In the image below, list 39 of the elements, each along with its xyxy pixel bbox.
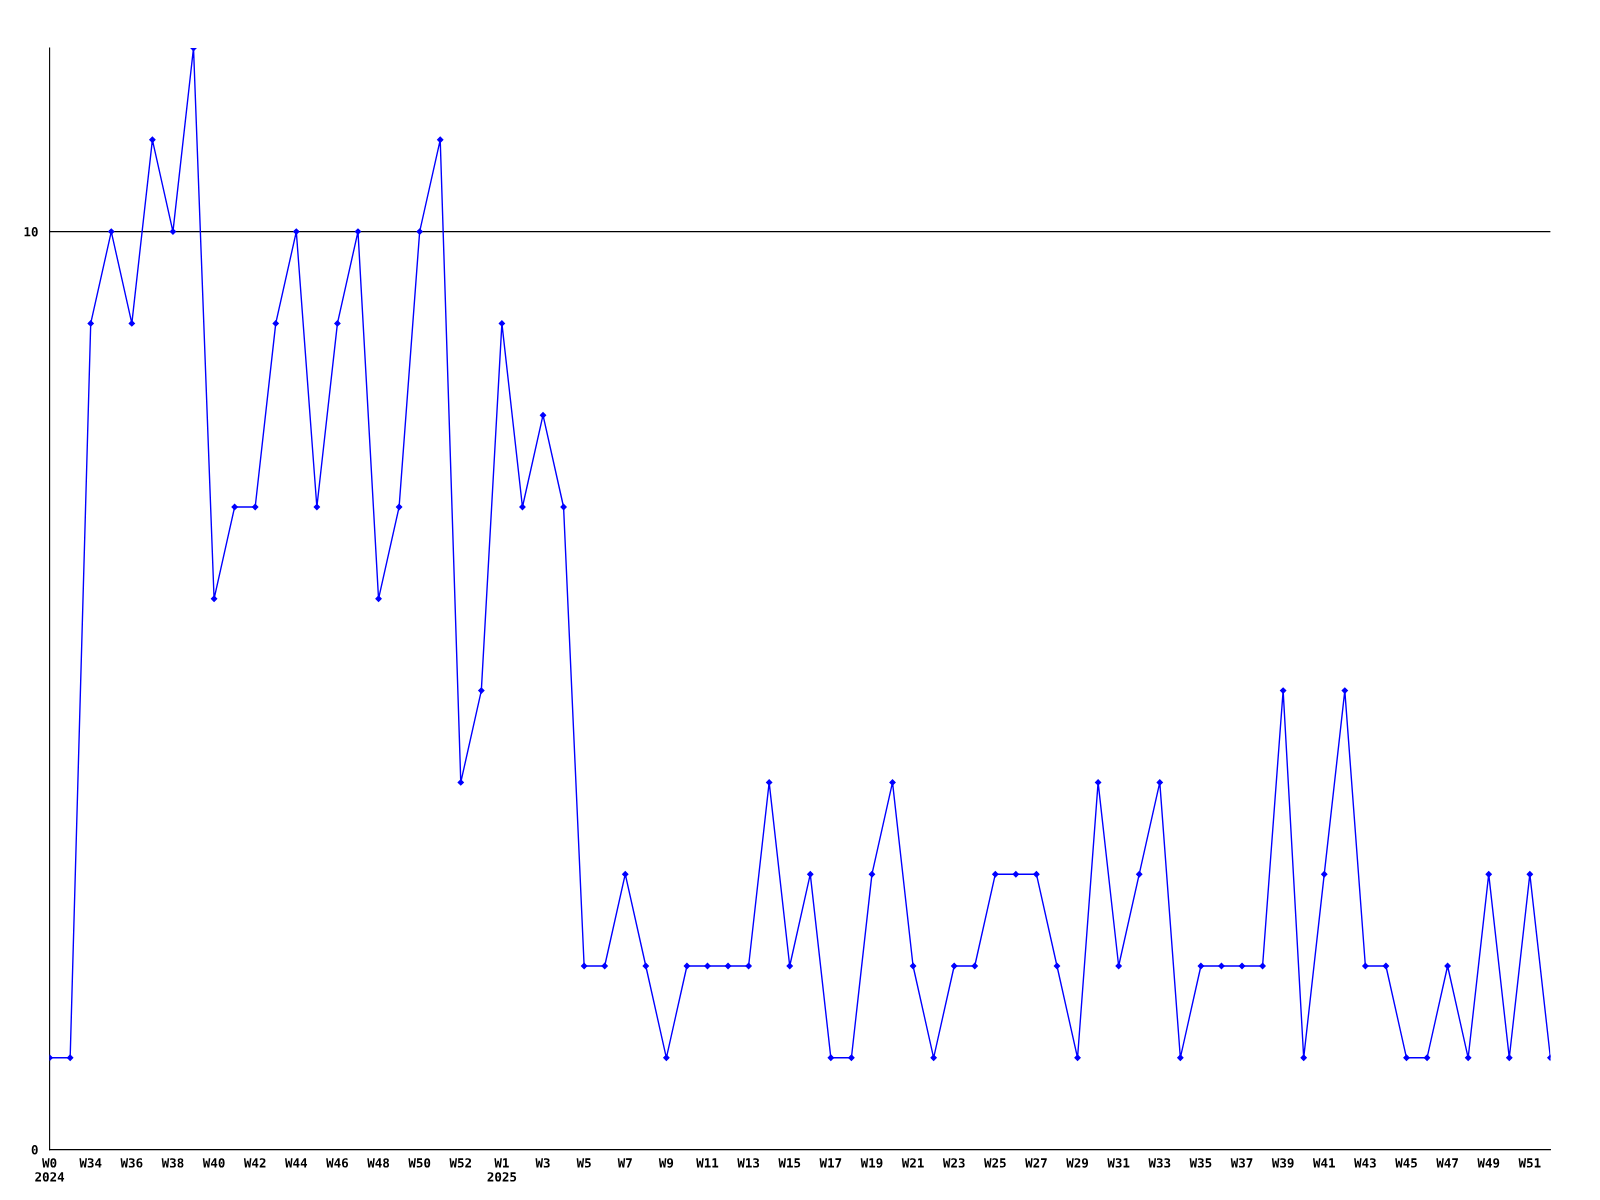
x-tick-label: W23 — [942, 1158, 965, 1168]
x-tick-label: W46 — [326, 1158, 349, 1168]
x-tick-label: W43 — [1354, 1158, 1376, 1168]
y-tick-label: 0 — [31, 1145, 38, 1155]
x-tick-label: W31 — [1107, 1158, 1130, 1168]
x-tick-label: W37 — [1230, 1158, 1253, 1168]
x-tick-label: W9 — [658, 1158, 674, 1168]
x-tick-label: W40 — [202, 1158, 225, 1168]
x-tick-label: W39 — [1271, 1158, 1294, 1168]
x-tick-label: W25 — [984, 1158, 1006, 1168]
x-tick-label: W49 — [1477, 1158, 1500, 1168]
x-tick-label: W19 — [860, 1158, 883, 1168]
x-tick-label: W0 2024 — [35, 1158, 65, 1182]
x-tick-label: W47 — [1436, 1158, 1458, 1168]
x-tick-label: W34 — [79, 1158, 102, 1168]
x-tick-label: W3 — [535, 1158, 550, 1168]
x-tick-label: W15 — [778, 1158, 801, 1168]
x-tick-label: W13 — [737, 1158, 760, 1168]
x-tick-label: W51 — [1518, 1158, 1541, 1168]
x-tick-label: W42 — [243, 1158, 266, 1168]
x-tick-label: W52 — [449, 1158, 472, 1168]
x-tick-label: W45 — [1395, 1158, 1417, 1168]
y-tick-label: 10 — [24, 227, 38, 237]
x-tick-label: W5 — [576, 1158, 591, 1168]
x-tick-label: W33 — [1148, 1158, 1171, 1168]
x-tick-label: W35 — [1189, 1158, 1212, 1168]
x-tick-label: W1 2025 — [487, 1158, 517, 1182]
x-tick-label: W38 — [161, 1158, 184, 1168]
x-tick-label: W17 — [819, 1158, 842, 1168]
x-tick-label: W41 — [1312, 1158, 1335, 1168]
x-tick-label: W50 — [408, 1158, 431, 1168]
x-tick-label: W7 — [617, 1158, 632, 1168]
x-tick-label: W11 — [696, 1158, 719, 1168]
x-tick-label: W44 — [285, 1158, 308, 1168]
x-tick-label: W36 — [120, 1158, 143, 1168]
x-tick-label: W27 — [1025, 1158, 1047, 1168]
x-tick-label: W29 — [1066, 1158, 1089, 1168]
x-tick-label: W21 — [901, 1158, 924, 1168]
x-tick-label: W48 — [367, 1158, 390, 1168]
